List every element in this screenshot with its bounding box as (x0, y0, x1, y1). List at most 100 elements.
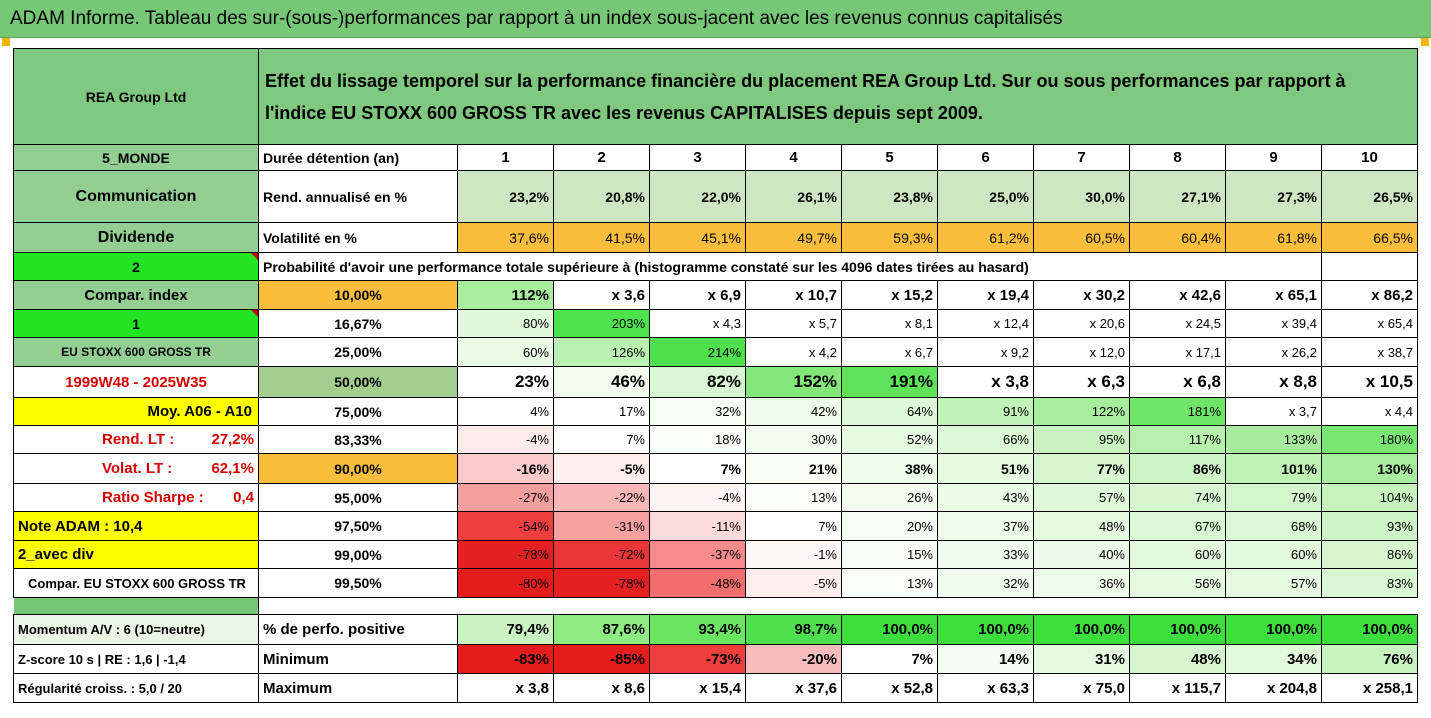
prob-cell: -4% (649, 483, 746, 512)
rend-label: Rend. annualisé en % (258, 170, 458, 223)
prob-cell: x 10,7 (745, 280, 842, 310)
company-name: REA Group Ltd (13, 48, 259, 145)
prob-cell: 51% (937, 453, 1034, 484)
prob-cell: -5% (553, 453, 650, 484)
perf_pos-cell: 100,0% (1129, 614, 1226, 645)
prob-cell: 91% (937, 397, 1034, 426)
perf_pos-label: % de perfo. positive (258, 614, 458, 645)
prob-cell: -27% (457, 483, 554, 512)
prob-cell: 7% (553, 425, 650, 454)
perf_pos-cell: 93,4% (649, 614, 746, 645)
minimum-cell: 48% (1129, 644, 1226, 674)
prob-cell: x 12,4 (937, 309, 1034, 338)
regularite-label: Régularité croiss. : 5,0 / 20 (13, 673, 259, 703)
minimum-cell: 7% (841, 644, 938, 674)
prob-cell: 95% (1033, 425, 1130, 454)
code-1-cell: 2 (13, 252, 259, 281)
prob-cell: x 38,7 (1321, 337, 1418, 367)
prob-cell: x 20,6 (1033, 309, 1130, 338)
description-line-1: Effet du lissage temporel sur la perform… (265, 70, 1346, 91)
prob-cell: 46% (553, 366, 650, 398)
volat-cell: 60,5% (1033, 222, 1130, 253)
quantile-cell: 25,00% (258, 337, 458, 367)
quantile-cell: 90,00% (258, 453, 458, 484)
prob-cell: 20% (841, 511, 938, 541)
prob-cell: 130% (1321, 453, 1418, 484)
prob-cell: 82% (649, 366, 746, 398)
prob-cell: x 3,6 (553, 280, 650, 310)
prob-cell: 152% (745, 366, 842, 398)
maximum-label: Maximum (258, 673, 458, 703)
zscore-label: Z-score 10 s | RE : 1,6 | -1,4 (13, 644, 259, 674)
prob-cell: 57% (1225, 568, 1322, 598)
volat-cell: 37,6% (457, 222, 554, 253)
minimum-cell: -73% (649, 644, 746, 674)
prob-cell: 30% (745, 425, 842, 454)
prob-cell: 43% (937, 483, 1034, 512)
prob-cell: x 6,8 (1129, 366, 1226, 398)
minimum-cell: -20% (745, 644, 842, 674)
volat-lt-label-value: 62,1% (211, 460, 254, 477)
compar-index-label: Compar. index (13, 280, 259, 310)
sharpe-label-wrap: Ratio Sharpe : 0,4 (18, 489, 254, 506)
quantile-cell: 50,00% (258, 366, 458, 398)
prob-cell: -1% (745, 540, 842, 569)
prob-cell: 21% (745, 453, 842, 484)
description-line-2: l'indice EU STOXX 600 GROSS TR avec les … (265, 102, 983, 123)
prob-cell: x 9,2 (937, 337, 1034, 367)
code-2-cell: 1 (13, 309, 259, 338)
year-header-9: 9 (1225, 144, 1322, 171)
prob-cell: 180% (1321, 425, 1418, 454)
report-description: Effet du lissage temporel sur la perform… (258, 48, 1418, 145)
prob-cell: x 65,1 (1225, 280, 1322, 310)
prob-cell: 68% (1225, 511, 1322, 541)
quantile-cell: 83,33% (258, 425, 458, 454)
prob-cell: x 3,7 (1225, 397, 1322, 426)
prob-cell: x 4,2 (745, 337, 842, 367)
volat-cell: 59,3% (841, 222, 938, 253)
volat-cell: 45,1% (649, 222, 746, 253)
rend-lt-label-text: Rend. LT : (102, 431, 175, 448)
prob-cell: 101% (1225, 453, 1322, 484)
year-header-2: 2 (553, 144, 650, 171)
perf_pos-cell: 100,0% (937, 614, 1034, 645)
prob-cell: 42% (745, 397, 842, 426)
prob-cell: x 6,9 (649, 280, 746, 310)
prob-cell: -78% (457, 540, 554, 569)
rend-cell: 27,3% (1225, 170, 1322, 223)
quantile-cell: 10,00% (258, 280, 458, 310)
prob-cell: x 6,3 (1033, 366, 1130, 398)
minimum-cell: 31% (1033, 644, 1130, 674)
prob-cell: 112% (457, 280, 554, 310)
prob-cell: 66% (937, 425, 1034, 454)
prob-cell: 214% (649, 337, 746, 367)
minimum-cell: 14% (937, 644, 1034, 674)
minimum-cell: -83% (457, 644, 554, 674)
rend-cell: 23,8% (841, 170, 938, 223)
report-banner: ADAM Informe. Tableau des sur-(sous-)per… (0, 0, 1431, 38)
rend-cell: 25,0% (937, 170, 1034, 223)
perf_pos-cell: 100,0% (841, 614, 938, 645)
prob-cell: -31% (553, 511, 650, 541)
prob-cell: 117% (1129, 425, 1226, 454)
prob-cell: -16% (457, 453, 554, 484)
prob-cell: 80% (457, 309, 554, 338)
sharpe-label-text: Ratio Sharpe : (102, 489, 204, 506)
quantile-cell: 99,50% (258, 568, 458, 598)
prob-cell: x 42,6 (1129, 280, 1226, 310)
minimum-cell: 76% (1321, 644, 1418, 674)
prob-cell: 67% (1129, 511, 1226, 541)
prob-cell: 33% (937, 540, 1034, 569)
prob-cell: x 26,2 (1225, 337, 1322, 367)
prob-cell: -48% (649, 568, 746, 598)
prob-cell: 32% (937, 568, 1034, 598)
maximum-cell: x 204,8 (1225, 673, 1322, 703)
prob-cell: 37% (937, 511, 1034, 541)
moy-label: Moy. A06 - A10 (13, 397, 259, 426)
prob-cell: 15% (841, 540, 938, 569)
prob-cell: x 19,4 (937, 280, 1034, 310)
prob-cell: 40% (1033, 540, 1130, 569)
maximum-cell: x 63,3 (937, 673, 1034, 703)
prob-cell: -5% (745, 568, 842, 598)
